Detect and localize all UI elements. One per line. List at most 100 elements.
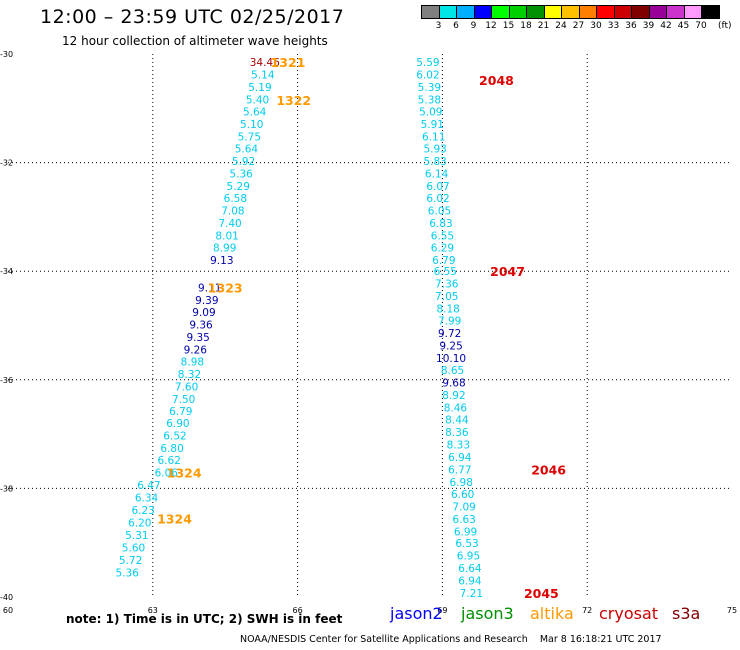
x-tick-label: 60: [3, 606, 13, 615]
scale-swatch: [701, 5, 720, 19]
swh-value: 9.72: [438, 328, 461, 340]
swh-value: 5.36: [116, 568, 140, 580]
swh-value: 7.21: [460, 588, 483, 600]
scale-label: 9: [470, 21, 477, 31]
swh-value: 6.23: [131, 505, 154, 517]
swh-value: 5.14: [251, 70, 275, 82]
swh-value: 6.53: [455, 538, 478, 550]
pass-label: 1322: [276, 93, 311, 108]
swh-value: 5.19: [248, 82, 271, 94]
x-tick-label: 63: [148, 606, 158, 615]
legend-item-s3a: s3a: [672, 604, 701, 623]
swh-value: 6.60: [451, 489, 474, 501]
y-tick-label: -40: [0, 593, 13, 602]
swh-value: 6.29: [431, 242, 454, 254]
swh-value: 5.38: [418, 95, 441, 107]
swh-value: 6.20: [128, 518, 151, 530]
swh-value: 8.92: [442, 390, 465, 402]
swh-value: 6.14: [425, 168, 449, 180]
scale-label: 36: [625, 21, 637, 31]
scale-label: 30: [590, 21, 602, 31]
pass-label: 1323: [208, 280, 243, 295]
x-tick-label: 72: [582, 606, 592, 615]
swh-value: 9.25: [439, 341, 462, 353]
swh-value: 6.07: [426, 181, 449, 193]
scale-label: 18: [520, 21, 532, 31]
swh-value: 6.79: [169, 406, 192, 418]
swh-value: 6.62: [158, 455, 181, 467]
scale-label: 39: [642, 21, 655, 31]
swh-value: 6.64: [458, 563, 482, 575]
swh-value: 6.55: [434, 266, 457, 278]
swh-value: 5.64: [235, 143, 259, 155]
swh-value: 9.68: [442, 378, 465, 390]
map-title: 12:00 – 23:59 UTC 02/25/2017: [40, 6, 345, 28]
y-tick-label: -36: [0, 376, 13, 385]
swh-value: 6.05: [428, 205, 451, 217]
swh-value: 6.58: [224, 193, 247, 205]
swh-value: 8.18: [436, 304, 459, 316]
swh-value: 7.40: [218, 218, 241, 230]
swh-value: 5.60: [122, 543, 145, 555]
x-tick-label: 69: [437, 606, 447, 615]
swh-value: 6.80: [160, 443, 183, 455]
scale-label: 45: [677, 21, 690, 31]
legend-item-jason3: jason3: [461, 604, 514, 623]
swh-value: 8.44: [445, 414, 469, 426]
swh-value: 10.10: [436, 353, 466, 365]
scale-label: 3: [435, 21, 442, 31]
swh-value: 6.90: [166, 418, 189, 430]
swh-value: 5.10: [240, 119, 263, 131]
swh-value: 5.09: [419, 107, 442, 119]
swh-value: 6.55: [431, 230, 454, 242]
swh-value: 8.32: [178, 369, 201, 381]
swh-value: 7.36: [435, 279, 459, 291]
swh-value: 8.01: [215, 230, 238, 242]
pass-label: 2047: [490, 264, 525, 279]
y-tick-label: -32: [0, 159, 13, 168]
swh-value: 5.92: [232, 156, 255, 168]
timestamp-text: Mar 8 16:18:21 UTC 2017: [539, 634, 662, 645]
scale-label: 15: [502, 21, 515, 31]
swh-value: 5.31: [125, 530, 148, 542]
color-scale-unit: (ft): [718, 21, 732, 31]
y-tick-label: -34: [0, 267, 13, 276]
credit-text: NOAA/NESDIS Center for Satellite Applica…: [240, 634, 528, 645]
swh-value: 6.94: [458, 576, 482, 588]
scale-label: 42: [660, 21, 672, 31]
swh-value: 6.02: [426, 193, 449, 205]
swh-value: 9.39: [195, 295, 218, 307]
swh-value: 5.40: [246, 95, 269, 107]
y-tick-label: -38: [0, 484, 13, 493]
swh-value: 8.46: [444, 402, 468, 414]
swh-value: 8.65: [441, 365, 464, 377]
swh-value: 5.29: [227, 181, 250, 193]
swh-value: 6.98: [450, 477, 473, 489]
scale-label: 24: [555, 21, 567, 31]
swh-value: 7.05: [435, 291, 458, 303]
pass-label: 2048: [479, 73, 514, 88]
swh-value: 6.95: [457, 551, 480, 563]
swh-value: 6.99: [454, 526, 477, 538]
legend-item-altika: altika: [530, 604, 574, 623]
scale-label: 33: [607, 21, 620, 31]
swh-value: 6.79: [432, 255, 455, 267]
scale-label: 70: [695, 21, 707, 31]
swh-value: 6.94: [448, 452, 472, 464]
x-tick-label: 75: [727, 606, 737, 615]
swh-value: 8.36: [445, 427, 469, 439]
swh-value: 6.06: [155, 468, 179, 480]
swh-value: 5.83: [423, 156, 446, 168]
swh-value: 8.98: [181, 356, 204, 368]
scale-label: 12: [485, 21, 497, 31]
swh-value: 7.08: [221, 205, 244, 217]
swh-value: 8.33: [447, 439, 470, 451]
swh-value: 9.11: [198, 282, 221, 294]
swh-value: 6.63: [452, 514, 475, 526]
pass-label: 1324: [157, 511, 192, 526]
swh-value: 9.09: [192, 307, 215, 319]
swh-value: 6.52: [163, 431, 186, 443]
scale-label: 6: [453, 21, 459, 31]
